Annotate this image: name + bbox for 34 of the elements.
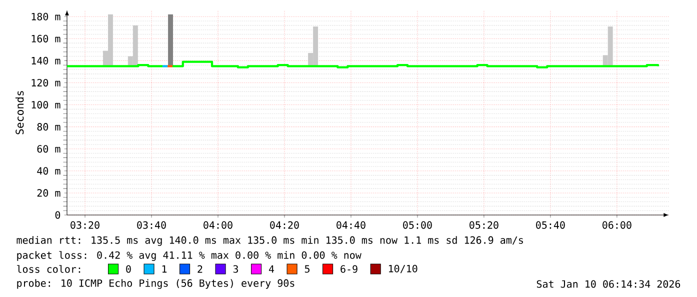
legend-label: 4 — [268, 265, 274, 273]
x-tick-label: 03:20 — [70, 221, 100, 229]
y-tick-label: 160 m — [32, 34, 60, 42]
y-tick-label: 180 m — [32, 12, 60, 20]
y-tick-label: 80 m — [37, 123, 60, 131]
x-tick-label: 06:00 — [602, 221, 632, 229]
x-tick-label: 04:20 — [270, 221, 299, 229]
legend-label: 10/10 — [388, 264, 418, 274]
y-tick-label: 60 m — [37, 145, 60, 153]
text: Sat Jan 10 06:14:34 2026 — [536, 280, 680, 288]
legend-label: 3 — [233, 265, 238, 273]
bar — [168, 14, 174, 66]
text: probe: 10 ICMP Echo Pings (56 Bytes) every 90s — [17, 279, 294, 289]
legend-title: loss color: — [17, 265, 80, 273]
y-tick-label: 140 m — [32, 56, 60, 64]
y-tick-label: 0 — [55, 211, 60, 219]
y-tick-label: 120 m — [32, 78, 60, 87]
legend-label: 6-9 — [340, 265, 358, 273]
x-tick-label: 05:40 — [536, 221, 565, 229]
x-tick-label: 05:20 — [470, 221, 498, 229]
x-tick-label: 04:00 — [204, 221, 232, 229]
text: packet loss: 0.42 % avg 41.11 % max 0.00 % min 0.00 % now — [17, 251, 362, 261]
x-tick-label: 04:40 — [336, 221, 366, 229]
y-tick-label: 20 m — [37, 189, 60, 197]
y-tick-label: 100 m — [32, 101, 60, 109]
text: median rtt: 135.5 ms avg 140.0 ms max 135.0 ms min 135.0 ms now 1.1 ms sd 126.9 am/s — [16, 236, 523, 246]
legend-label: 1 — [162, 265, 167, 273]
legend-label: 2 — [198, 265, 202, 273]
legend-label: 0 — [126, 265, 131, 273]
y-axis-title: Seconds — [15, 91, 24, 134]
x-tick-label: 05:00 — [403, 221, 432, 229]
x-tick-label: 03:40 — [137, 221, 166, 229]
legend-label: 5 — [304, 265, 310, 273]
y-tick-label: 40 m — [37, 167, 60, 175]
